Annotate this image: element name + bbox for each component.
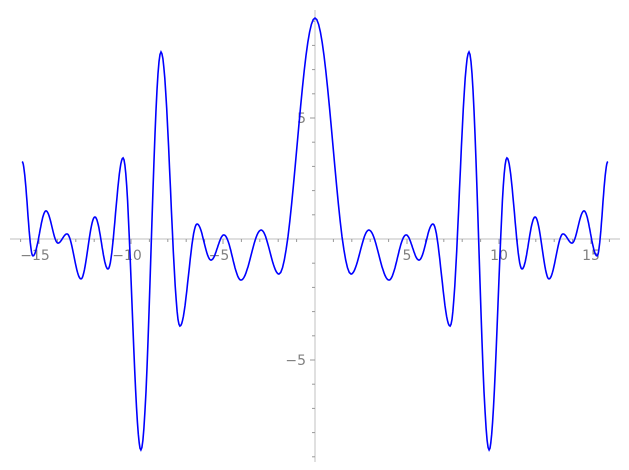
x-tick-label: −15 bbox=[20, 248, 50, 264]
x-tick-label: 10 bbox=[490, 248, 508, 264]
tick-labels: −15 −10 −5 5 10 15 −5 5 bbox=[20, 111, 600, 369]
axes bbox=[10, 10, 620, 462]
y-tick-label: 5 bbox=[297, 111, 306, 127]
y-tick-label: −5 bbox=[285, 353, 306, 369]
ticks bbox=[20, 20, 610, 458]
x-tick-label: −10 bbox=[112, 248, 142, 264]
x-tick-label: −5 bbox=[209, 248, 230, 264]
series-line bbox=[21, 17, 609, 452]
x-tick-label: 5 bbox=[403, 248, 412, 264]
